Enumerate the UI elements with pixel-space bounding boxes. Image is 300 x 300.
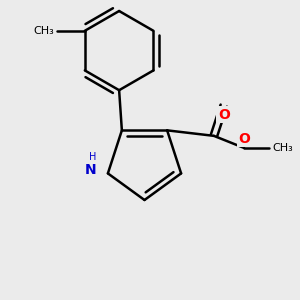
Text: H: H — [88, 152, 96, 162]
Text: CH₃: CH₃ — [272, 143, 292, 153]
Text: N: N — [84, 164, 96, 177]
Text: CH₃: CH₃ — [34, 26, 54, 36]
Text: O: O — [238, 132, 250, 146]
Text: O: O — [218, 108, 230, 122]
